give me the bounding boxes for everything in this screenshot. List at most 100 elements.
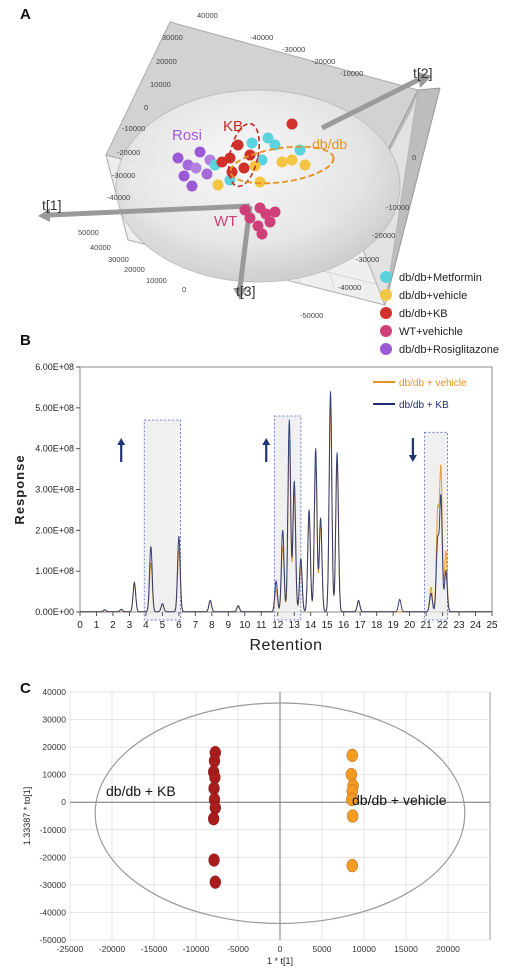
x-tick-label: 7 [193, 620, 199, 631]
arrow-up-icon [117, 438, 126, 445]
x-tick-label: 4 [143, 620, 149, 631]
svg-text:-30000: -30000 [356, 255, 379, 264]
y-axis-label: Response [12, 454, 27, 524]
x-tick-label: -20000 [99, 944, 126, 954]
y-axis-label: 1.33387 * to[1] [22, 787, 32, 846]
point-wt [239, 204, 251, 216]
point-vehicle [276, 156, 288, 168]
x-tick-label: 10 [239, 620, 251, 631]
opls-score-plot: 40000 30000 20000 10000 0 -10000 -20000 -30000 -… [22, 687, 491, 966]
point-rosi [194, 146, 206, 158]
svg-text:-20000: -20000 [372, 231, 395, 240]
panel-b-letter: B [20, 332, 31, 349]
svg-text:30000: 30000 [162, 33, 183, 42]
x-tick-label: -15000 [141, 944, 168, 954]
x-tick-label: 0 [77, 620, 83, 631]
svg-text:-40000: -40000 [107, 193, 130, 202]
x-tick-label: 17 [355, 620, 367, 631]
y-tick-label: -30000 [40, 880, 67, 890]
svg-text:-40000: -40000 [250, 33, 273, 42]
group-label-dbdb: db/db [312, 136, 347, 152]
x-tick-label: 15000 [394, 944, 418, 954]
x-tick-label: 23 [453, 620, 465, 631]
legend-marker [380, 325, 392, 337]
y-tick-label: 10000 [42, 770, 66, 780]
x-tick-label: 5 [160, 620, 166, 631]
x-tick-label: -25000 [57, 944, 84, 954]
y-tick-label: 0 [61, 797, 66, 807]
x-tick-label: 3 [127, 620, 133, 631]
x-tick-label: 9 [226, 620, 232, 631]
confidence-ellipse [94, 702, 466, 925]
point-rosi [201, 168, 213, 180]
point-rosi [172, 152, 184, 164]
x-tick-label: 12 [272, 620, 284, 631]
axis-label-t3: t[3] [236, 283, 255, 299]
x-tick-label: 1 [94, 620, 100, 631]
svg-text:0: 0 [182, 285, 186, 294]
point-wt [264, 216, 276, 228]
data-point-1 [346, 748, 358, 763]
svg-text:20000: 20000 [156, 57, 177, 66]
group-label-wt: WT [214, 213, 237, 230]
svg-text:-10000: -10000 [122, 124, 145, 133]
y-tick-label: 6.00E+08 [35, 362, 74, 372]
svg-text:-50000: -50000 [300, 311, 323, 320]
svg-text:10000: 10000 [150, 80, 171, 89]
legend-a: db/db+Metformin db/db+vehicle db/db+KB [380, 271, 482, 320]
y-tick-label: 5.00E+08 [35, 403, 74, 413]
y-tick-label: -50000 [40, 935, 67, 945]
svg-text:-40000: -40000 [338, 283, 361, 292]
annotation-kb: db/db + KB [106, 783, 176, 799]
panel-b: B 0.00E+00 1.00E+08 2.00E+08 3.00E+08 4.00E+… [0, 330, 510, 660]
svg-text:-20000: -20000 [117, 148, 140, 157]
svg-text:40000: 40000 [90, 243, 111, 252]
svg-text:30000: 30000 [108, 255, 129, 264]
point-wt [244, 212, 256, 224]
legend-label: WT+vehichle [399, 326, 463, 338]
data-point-1 [346, 792, 358, 807]
axis-label-t2: t[2] [413, 65, 432, 81]
x-tick-label: 19 [388, 620, 400, 631]
axis-label-t1: t[1] [42, 197, 61, 213]
svg-text:50000: 50000 [78, 228, 99, 237]
group-label-kb: KB [223, 118, 243, 135]
legend-label: db/db+Metformin [399, 272, 482, 284]
data-point-1 [346, 809, 359, 823]
kb-outline [227, 122, 261, 188]
y-tick-label: 1.00E+08 [35, 566, 74, 576]
legend-label: db/db + KB [399, 400, 449, 411]
svg-text:40000: 40000 [197, 11, 218, 20]
svg-text:-10000: -10000 [386, 203, 409, 212]
data-point-0 [208, 853, 220, 867]
svg-text:-20000: -20000 [312, 57, 335, 66]
legend-label: db/db + vehicle [399, 378, 467, 389]
point-vehicle [286, 154, 298, 166]
point-kb [216, 156, 228, 168]
x-tick-label: 16 [338, 620, 350, 631]
legend-marker [380, 343, 392, 355]
panel-a-letter: A [20, 6, 31, 23]
x-tick-label: 24 [470, 620, 482, 631]
x-tick-label: 8 [209, 620, 215, 631]
x-tick-label: 13 [289, 620, 301, 631]
x-axis-label: Retention [250, 637, 323, 654]
point-rosi [190, 162, 202, 174]
point-vehicle [212, 179, 224, 191]
x-tick-label: 0 [278, 944, 283, 954]
panel-c-letter: C [20, 680, 31, 697]
y-tick-label: 20000 [42, 742, 66, 752]
point-rosi [178, 170, 190, 182]
x-tick-label: 15 [322, 620, 334, 631]
x-tick-label: 20000 [436, 944, 460, 954]
data-point-0 [209, 875, 222, 889]
y-tick-label: -10000 [40, 825, 67, 835]
y-tick-label: 4.00E+08 [35, 444, 74, 454]
panel-c: C 40000 30000 20000 10000 0 -10000 -20000 -3000… [0, 674, 510, 978]
x-tick-label: 21 [421, 620, 433, 631]
legend-label: db/db+KB [399, 308, 448, 320]
legend-a-continued: WT+vehichle db/db+Rosiglitazone [380, 325, 499, 356]
y-tick-label: -40000 [40, 907, 67, 917]
x-tick-label: 11 [256, 620, 267, 631]
x-tick-label: 5000 [313, 944, 332, 954]
